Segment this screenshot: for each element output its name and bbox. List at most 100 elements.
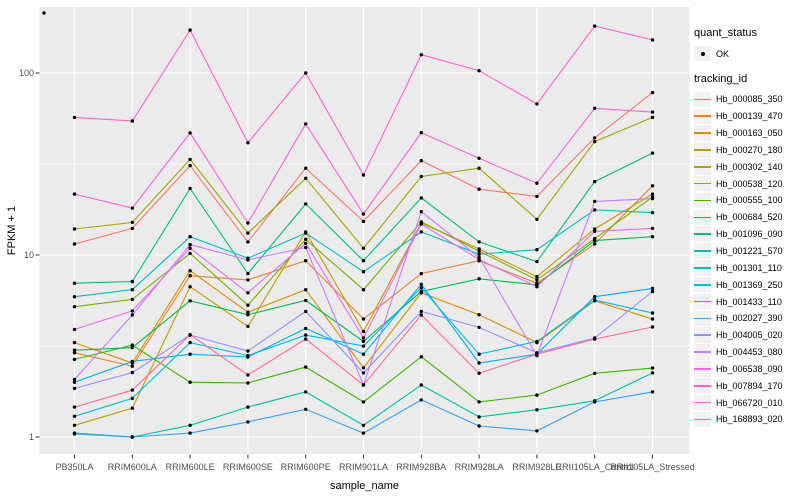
legend-item-Hb_001301_110[interactable]: Hb_001301_110: [694, 259, 798, 276]
data-point: [72, 423, 77, 427]
series-color-line-icon: [694, 283, 711, 286]
legend-item-label: OK: [716, 48, 730, 59]
data-point: [593, 179, 597, 184]
legend-item-Hb_001433_110[interactable]: Hb_001433_110: [694, 293, 798, 310]
series-points-Hb_001369_250: [72, 286, 655, 418]
data-point: [72, 405, 77, 409]
data-point: [130, 435, 134, 439]
data-point: [593, 139, 597, 144]
series-color-line-icon: [694, 418, 711, 421]
legend-title-tracking-id: tracking_id: [694, 73, 748, 85]
data-point: [650, 311, 655, 315]
legend-item-Hb_000085_350[interactable]: Hb_000085_350: [694, 91, 798, 108]
legend-item-Hb_001369_250[interactable]: Hb_001369_250: [694, 276, 798, 293]
data-point: [246, 221, 250, 225]
legend-key-swatch: [694, 310, 711, 327]
data-point: [361, 371, 366, 375]
data-point: [188, 246, 192, 250]
data-point: [650, 38, 655, 42]
legend-item-Hb_000302_140[interactable]: Hb_000302_140: [694, 158, 798, 175]
data-point: [361, 352, 366, 356]
legend-item-Hb_066720_010[interactable]: Hb_066720_010: [694, 394, 798, 411]
data-point: [246, 141, 250, 145]
data-point: [419, 289, 423, 294]
data-point: [650, 226, 655, 231]
data-point: [246, 258, 250, 262]
data-point: [246, 291, 250, 295]
data-point: [72, 377, 77, 382]
data-point: [188, 285, 192, 289]
legend-key-swatch: [694, 327, 711, 343]
data-point: [361, 219, 366, 224]
legend-item-Hb_000139_470[interactable]: Hb_000139_470: [694, 108, 798, 125]
data-point: [246, 420, 250, 424]
series-points-Hb_002027_390: [72, 390, 655, 439]
series-points-Hb_000538_120: [72, 195, 655, 309]
legend-item-Hb_000163_050[interactable]: Hb_000163_050: [694, 125, 798, 142]
legend-section-tracking-id: tracking_id Hb_000085_350 Hb_000139_470 Hb…: [694, 73, 798, 428]
data-point: [72, 386, 77, 391]
legend-item-Hb_006538_090[interactable]: Hb_006538_090: [694, 361, 798, 378]
legend-item-ok[interactable]: OK: [694, 45, 798, 62]
legend-title-quant-status: quant_status: [694, 27, 757, 39]
legend-item-Hb_168893_020[interactable]: Hb_168893_020: [694, 411, 798, 428]
legend-item-Hb_000538_120[interactable]: Hb_000538_120: [694, 175, 798, 192]
x-tick-label: RRIM600SE: [223, 462, 273, 472]
legend-item-label: Hb_007894_170: [716, 380, 783, 391]
data-point: [535, 275, 539, 279]
data-point: [304, 231, 308, 235]
data-point: [535, 339, 539, 344]
data-point: [419, 230, 423, 234]
legend-item-Hb_000684_520[interactable]: Hb_000684_520: [694, 209, 798, 226]
data-point: [419, 222, 423, 226]
data-point: [188, 299, 192, 303]
legend-item-Hb_007894_170[interactable]: Hb_007894_170: [694, 377, 798, 394]
legend-item-Hb_000555_100[interactable]: Hb_000555_100: [694, 192, 798, 209]
stray-point: [42, 11, 46, 15]
data-point: [477, 424, 481, 428]
legend-item-Hb_001096_090[interactable]: Hb_001096_090: [694, 226, 798, 243]
data-point: [650, 192, 655, 196]
legend-item-Hb_004005_020[interactable]: Hb_004005_020: [694, 327, 798, 344]
series-points-Hb_001096_090: [72, 151, 655, 285]
x-tick-label: RRIM928BA: [396, 462, 446, 472]
data-point: [246, 405, 250, 409]
data-point: [130, 288, 134, 292]
data-point: [246, 313, 250, 317]
data-point: [419, 131, 423, 135]
data-point: [361, 344, 366, 348]
legend-key-swatch: [694, 159, 711, 175]
legend-item-label: Hb_000085_350: [716, 94, 783, 105]
data-point: [650, 371, 655, 375]
data-point: [188, 333, 192, 337]
legend-item-Hb_001221_570[interactable]: Hb_001221_570: [694, 243, 798, 260]
legend-key-swatch: [694, 142, 711, 158]
data-point: [130, 370, 134, 375]
data-point: [304, 333, 308, 337]
legend-key-swatch: [694, 125, 711, 141]
data-point: [650, 210, 655, 215]
data-point: [593, 298, 597, 302]
data-point: [304, 245, 308, 250]
legend-item-Hb_000270_180[interactable]: Hb_000270_180: [694, 142, 798, 159]
data-point: [188, 157, 192, 162]
x-tick-label: RRIM928LE: [512, 462, 561, 472]
legend-item-Hb_002027_390[interactable]: Hb_002027_390: [694, 310, 798, 327]
data-point: [477, 249, 481, 253]
data-point: [188, 242, 192, 247]
legend-key-swatch: [694, 175, 711, 192]
data-point: [130, 297, 134, 302]
data-point: [72, 340, 77, 345]
legend-key-swatch: [694, 378, 711, 394]
legend-item-Hb_004453_080[interactable]: Hb_004453_080: [694, 344, 798, 361]
y-tick-label: 100: [19, 68, 34, 78]
series-color-line-icon: [694, 149, 711, 151]
series-color-line-icon: [694, 166, 711, 168]
data-point: [130, 364, 134, 368]
data-point: [361, 259, 366, 263]
data-point: [419, 174, 423, 179]
point-icon: [700, 51, 705, 56]
series-color-line-icon: [694, 334, 711, 337]
data-point: [304, 166, 308, 170]
series-points-Hb_007894_170: [72, 106, 655, 225]
